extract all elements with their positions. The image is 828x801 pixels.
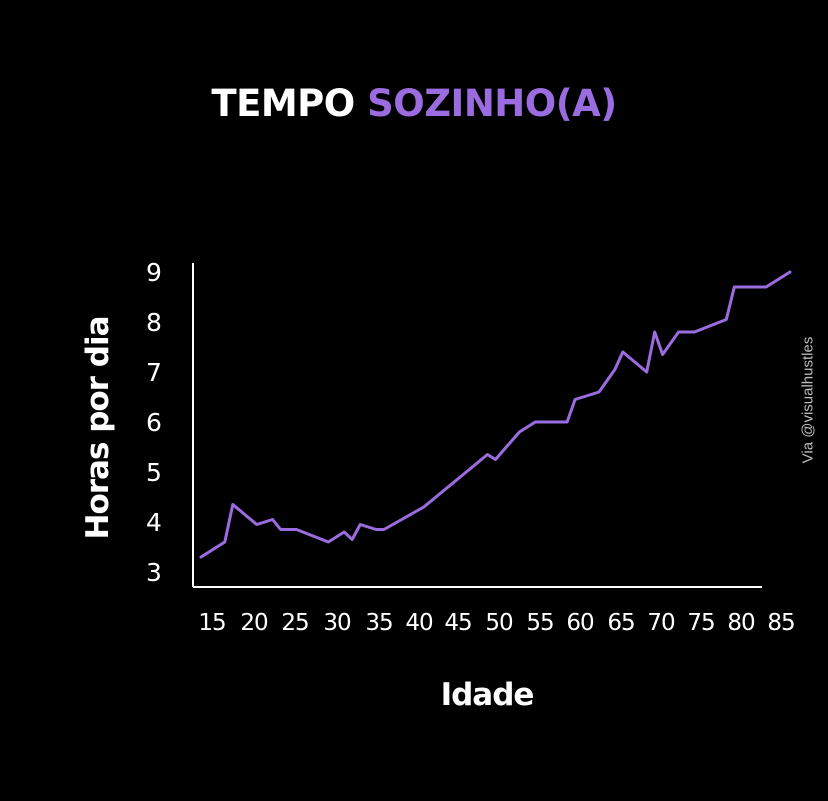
x-tick-label: 70 (647, 610, 675, 636)
x-tick-label: 80 (727, 610, 755, 636)
x-tick-label: 50 (485, 610, 513, 636)
x-tick-label: 40 (405, 610, 433, 636)
y-tick-label: 6 (146, 408, 162, 437)
x-tick-label: 60 (566, 610, 594, 636)
x-tick-labels: 15 20 25 30 35 40 45 50 55 60 65 70 75 80 85 (198, 610, 795, 636)
y-tick-label: 4 (146, 508, 162, 537)
y-tick-label: 5 (146, 458, 162, 487)
series-line (199, 270, 792, 559)
y-tick-labels: 3 4 5 6 7 8 9 (146, 258, 162, 587)
chart-title: TEMPO SOZINHO(A) (0, 82, 828, 125)
x-tick-label: 35 (365, 610, 392, 636)
x-tick-label: 75 (687, 610, 714, 636)
x-tick-label: 55 (526, 610, 553, 636)
x-tick-label: 20 (240, 610, 268, 636)
chart-title-accent: SOZINHO(A) (367, 82, 617, 125)
y-tick-label: 7 (146, 358, 162, 387)
x-tick-label: 25 (281, 610, 308, 636)
y-axis-label: Horas por dia (80, 317, 116, 540)
x-axis-label: Idade (441, 677, 534, 713)
x-tick-label: 85 (767, 610, 794, 636)
y-tick-label: 9 (146, 258, 162, 287)
series-group (199, 270, 792, 559)
y-tick-label: 8 (146, 308, 162, 337)
x-tick-label: 30 (323, 610, 351, 636)
x-tick-label: 15 (198, 610, 225, 636)
x-tick-label: 65 (607, 610, 634, 636)
x-tick-label: 45 (444, 610, 471, 636)
y-tick-label: 3 (146, 558, 162, 587)
source-credit: Via @visualhustles (799, 336, 817, 464)
chart-title-main: TEMPO (211, 82, 355, 125)
